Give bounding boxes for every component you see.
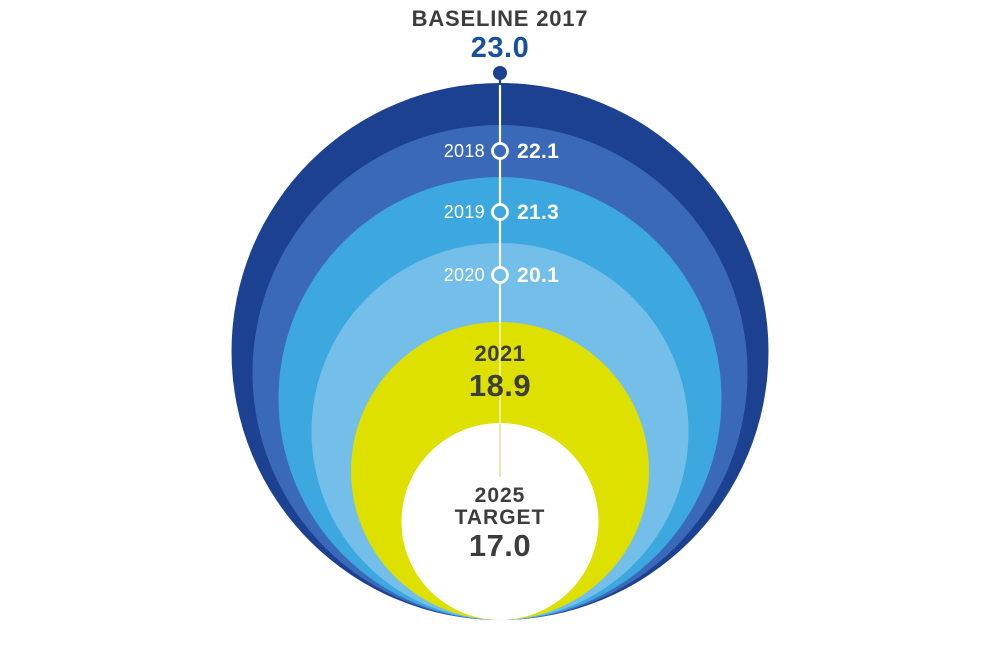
year-label-2025: 2025	[475, 484, 526, 507]
value-label-2018: 22.1	[517, 140, 559, 163]
marker-ring-2018	[491, 142, 509, 160]
baseline-dot-marker	[493, 66, 507, 80]
marker-ring-2020	[491, 266, 509, 284]
baseline-value: 23.0	[471, 32, 529, 64]
year-label-2019: 2019	[444, 202, 485, 222]
year-label-2021: 2021	[475, 341, 526, 366]
value-label-2019: 21.3	[517, 201, 559, 224]
year-label-2018: 2018	[444, 141, 485, 161]
chart-title: BASELINE 2017	[412, 6, 589, 31]
value-label-2021: 18.9	[469, 368, 531, 403]
year-label-2020: 2020	[444, 265, 485, 285]
target-label-2025: TARGET	[455, 506, 546, 529]
marker-ring-2019	[491, 203, 509, 221]
value-label-2025: 17.0	[469, 528, 531, 563]
value-label-2020: 20.1	[517, 264, 559, 287]
ring-2025-target	[401, 423, 599, 620]
